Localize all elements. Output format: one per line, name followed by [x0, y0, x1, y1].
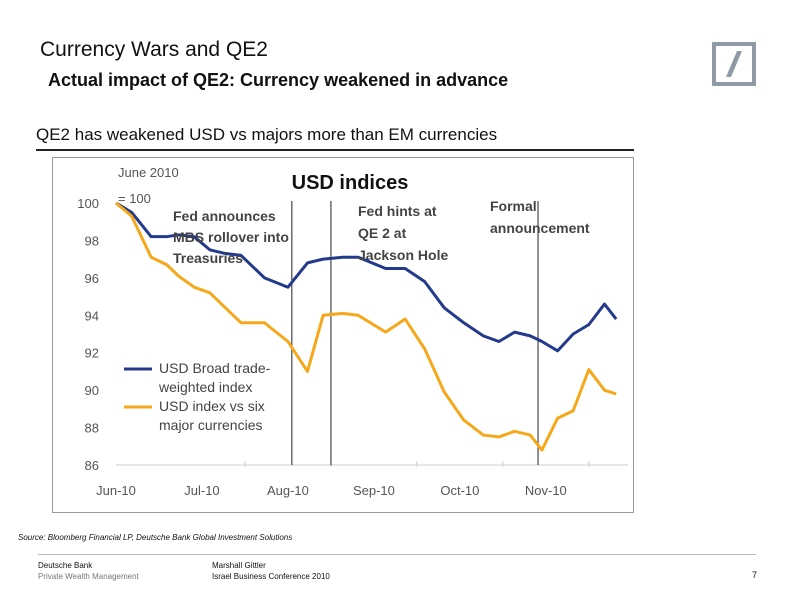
baseline-note-line-2: = 100 — [118, 191, 151, 206]
x-tick-label: Aug-10 — [267, 483, 309, 498]
legend-label: USD Broad trade- — [159, 360, 271, 376]
page-number: 7 — [752, 570, 758, 580]
annotation-formal-announcement: announcement — [490, 220, 590, 236]
baseline-note-line-1: June 2010 — [118, 165, 179, 180]
legend-label: USD index vs six — [159, 398, 265, 414]
footer-author-name: Marshall Gittler — [212, 561, 266, 570]
deutsche-bank-logo — [712, 42, 756, 86]
section-heading: QE2 has weakened USD vs majors more than… — [36, 125, 498, 144]
slide-title: Currency Wars and QE2 — [40, 38, 268, 61]
chart-frame — [52, 157, 634, 513]
y-tick-label: 86 — [85, 458, 99, 473]
legend-label: weighted index — [158, 379, 252, 395]
footer-org-division: Private Wealth Management — [38, 572, 139, 581]
series-line-broad — [115, 201, 618, 353]
footer-org: Deutsche Bank Private Wealth Management — [38, 560, 139, 582]
logo-slash-icon — [726, 51, 742, 77]
usd-indices-chart: USD indices June 2010 = 100 86 88 90 92 94 96 98 1… — [52, 157, 634, 513]
annotation-fed-hints: QE 2 at — [358, 225, 407, 241]
footer-org-name: Deutsche Bank — [38, 561, 93, 570]
chart-svg: USD indices June 2010 = 100 86 88 90 92 94 96 98 1… — [52, 157, 634, 513]
legend-label: major currencies — [159, 417, 262, 433]
annotation-fed-announces: Fed announces — [173, 208, 276, 224]
chart-title: USD indices — [292, 172, 409, 194]
y-tick-label: 92 — [85, 346, 99, 361]
y-tick-label: 100 — [77, 196, 99, 211]
x-tick-label: Oct-10 — [440, 483, 479, 498]
footer-event: Israel Business Conference 2010 — [212, 572, 330, 581]
y-tick-label: 90 — [85, 383, 99, 398]
footer-divider — [38, 554, 756, 555]
y-tick-label: 88 — [85, 421, 99, 436]
x-tick-label: Nov-10 — [525, 483, 567, 498]
annotation-fed-hints: Jackson Hole — [358, 247, 448, 263]
annotation-formal-announcement: Formal — [490, 198, 537, 214]
x-tick-label: Sep-10 — [353, 483, 395, 498]
annotation-fed-hints: Fed hints at — [358, 203, 437, 219]
y-tick-label: 98 — [85, 233, 99, 248]
y-tick-label: 94 — [85, 308, 99, 323]
slide-subtitle: Actual impact of QE2: Currency weakened … — [48, 70, 509, 90]
x-tick-label: Jun-10 — [96, 483, 136, 498]
y-tick-label: 96 — [85, 271, 99, 286]
source-note: Source: Bloomberg Financial LP, Deutsche… — [18, 533, 293, 542]
footer-author: Marshall Gittler Israel Business Confere… — [212, 560, 330, 582]
x-tick-label: Jul-10 — [184, 483, 219, 498]
annotation-fed-announces: MBS rollover into — [173, 229, 289, 245]
section-divider — [36, 149, 634, 151]
series-line-majors — [115, 201, 617, 452]
annotation-fed-announces: Treasuries — [173, 250, 243, 266]
